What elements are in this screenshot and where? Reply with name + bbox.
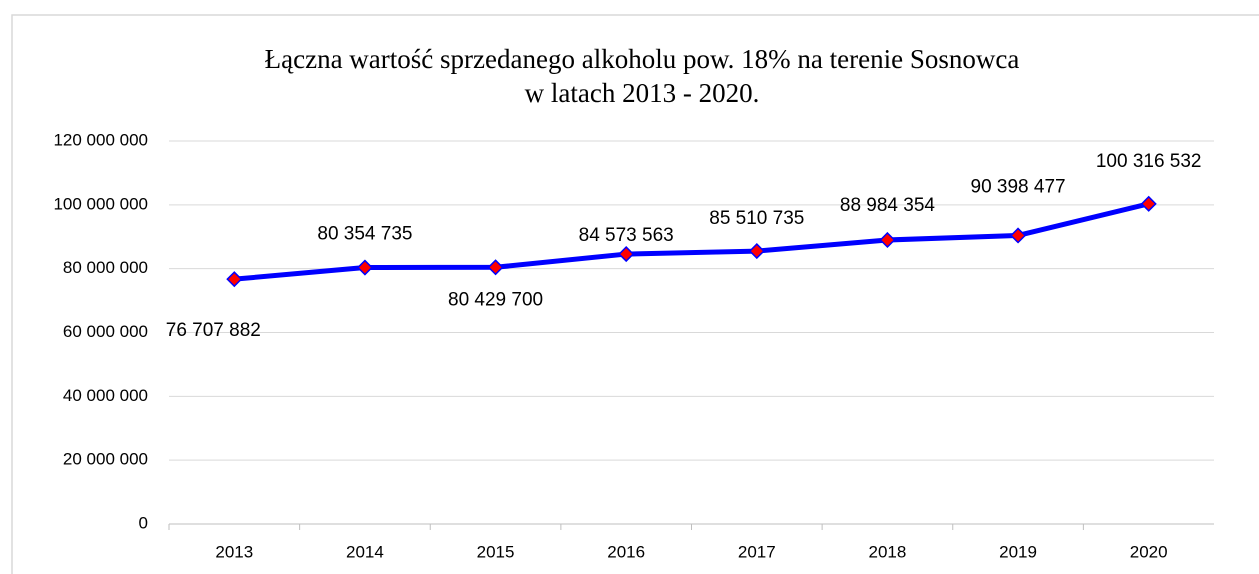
x-tick-label: 2018 bbox=[869, 542, 907, 561]
data-label: 80 354 735 bbox=[317, 224, 412, 245]
chart-border bbox=[11, 14, 1259, 574]
y-tick-label: 20 000 000 bbox=[63, 450, 148, 469]
y-tick-label: 80 000 000 bbox=[63, 258, 148, 277]
x-tick-label: 2013 bbox=[215, 542, 253, 561]
y-tick-label: 100 000 000 bbox=[53, 194, 148, 213]
data-point bbox=[226, 271, 243, 288]
data-label: 90 398 477 bbox=[971, 176, 1066, 197]
data-label: 88 984 354 bbox=[840, 195, 936, 216]
x-tick-label: 2014 bbox=[346, 542, 384, 561]
x-tick-label: 2015 bbox=[477, 542, 515, 561]
data-point bbox=[356, 259, 373, 276]
chart-title: Łączna wartość sprzedanego alkoholu pow.… bbox=[265, 44, 1020, 74]
data-label: 84 573 563 bbox=[579, 225, 674, 246]
data-point bbox=[748, 243, 765, 260]
data-point bbox=[618, 246, 635, 263]
series-line bbox=[234, 201, 1150, 282]
data-point bbox=[1009, 227, 1027, 244]
data-point bbox=[487, 259, 504, 276]
x-tick-label: 2016 bbox=[607, 542, 645, 561]
data-label: 85 510 735 bbox=[709, 208, 804, 229]
x-tick-label: 2020 bbox=[1130, 542, 1168, 561]
data-point bbox=[1140, 195, 1157, 212]
y-tick-label: 120 000 000 bbox=[53, 130, 148, 149]
y-tick-label: 40 000 000 bbox=[63, 386, 148, 405]
chart-title: w latach 2013 - 2020. bbox=[525, 78, 760, 108]
data-label: 76 707 882 bbox=[166, 320, 261, 341]
x-tick-label: 2019 bbox=[999, 542, 1037, 561]
data-label: 100 316 532 bbox=[1096, 151, 1202, 172]
data-label: 80 429 700 bbox=[448, 289, 543, 310]
y-tick-label: 0 bbox=[139, 513, 148, 532]
y-tick-label: 60 000 000 bbox=[63, 322, 148, 341]
data-point bbox=[879, 231, 896, 249]
x-tick-label: 2017 bbox=[738, 542, 776, 561]
